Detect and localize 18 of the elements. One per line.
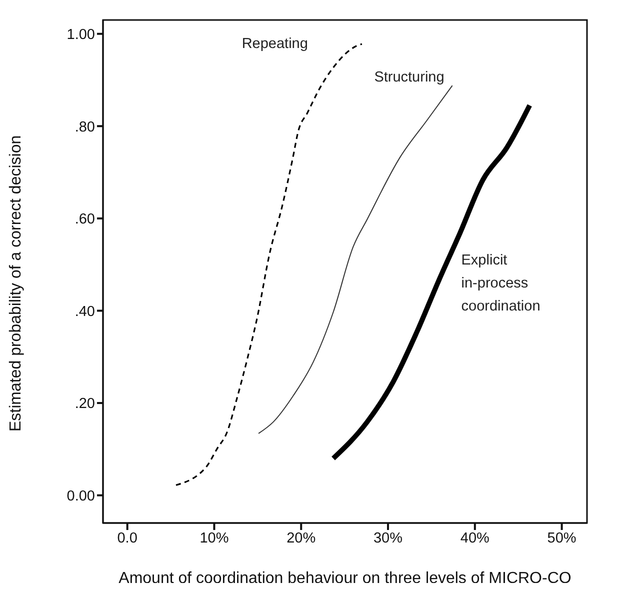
x-tick-label: 10%: [200, 530, 229, 546]
x-tick-label: 0.0: [117, 530, 138, 546]
x-tick-label: 40%: [460, 530, 490, 546]
series-label: Structuring: [374, 70, 444, 86]
x-axis-title: Amount of coordination behaviour on three levels of MICRO-CO: [118, 570, 572, 587]
series-label: Explicit in-process coordination: [461, 252, 540, 314]
y-tick-label: 0.00: [66, 488, 95, 504]
y-tick-label: .40: [74, 304, 95, 320]
y-tick-label: .80: [74, 119, 95, 136]
line-series: [258, 85, 453, 434]
text: Repeating: [242, 36, 308, 52]
x-tick-label: 30%: [373, 530, 403, 546]
y-tick-label: 1.00: [66, 26, 95, 43]
x-tick-label: 20%: [286, 530, 316, 546]
x-tick-label: 50%: [547, 530, 576, 546]
y-tick-label: .60: [74, 212, 95, 228]
y-axis-title: Estimated probability of a correct decision: [8, 135, 25, 432]
y-tick-label: .20: [74, 396, 95, 412]
